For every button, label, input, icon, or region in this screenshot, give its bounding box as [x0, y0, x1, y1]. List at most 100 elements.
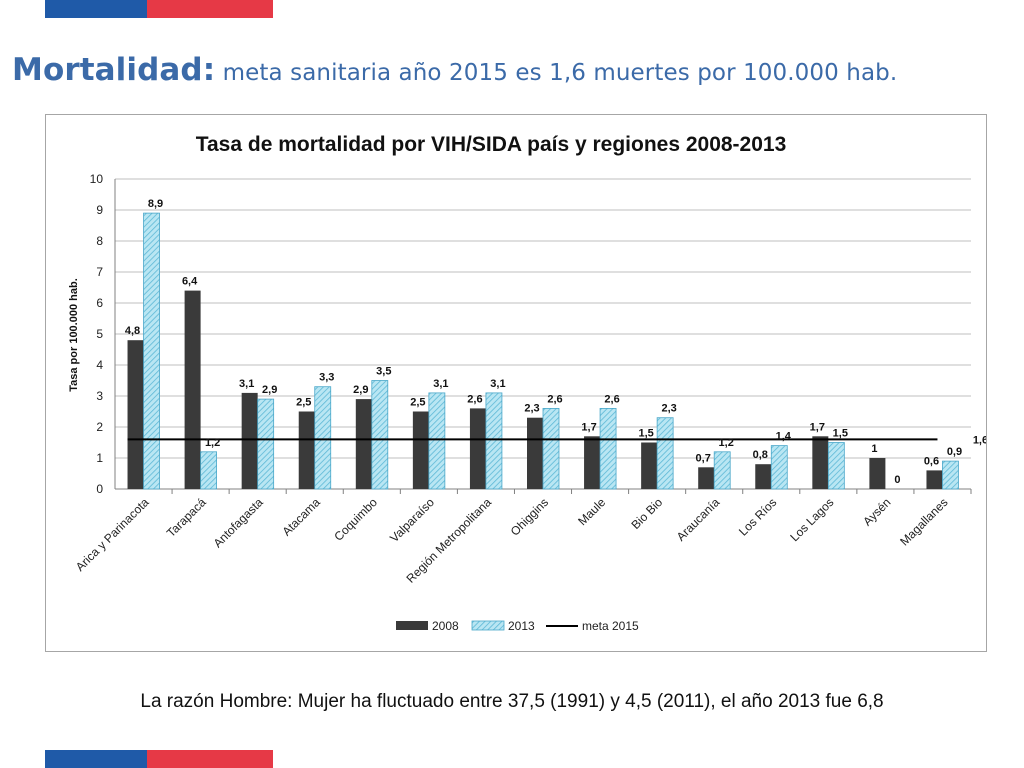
y-axis-title: Tasa por 100.000 hab. — [68, 278, 80, 392]
chart-frame: Tasa de mortalidad por VIH/SIDA país y r… — [45, 114, 987, 652]
category-label: Ohiggins — [508, 495, 551, 538]
category-label: Los Lagos — [787, 495, 836, 544]
bar-2008 — [812, 436, 829, 489]
slide-title: Mortalidad: meta sanitaria año 2015 es 1… — [12, 52, 1017, 88]
bar-2008 — [469, 408, 486, 489]
data-label-2013: 3,1 — [433, 378, 448, 390]
y-tick-label: 9 — [96, 203, 103, 217]
data-label-2013: 2,9 — [262, 384, 277, 396]
legend-label-2013: 2013 — [508, 619, 535, 633]
category-label: Atacama — [279, 495, 323, 539]
data-label-2013: 1,4 — [776, 431, 792, 443]
data-label-2008: 4,8 — [125, 325, 140, 337]
labels-layer: 4,8 8,9 6,4 1,2 3,1 2,9 2,5 3,3 2,9 3,5 2,5 3,1 2,6 3… — [125, 198, 986, 486]
bar-2008 — [184, 290, 201, 489]
bar-2008 — [298, 411, 315, 489]
category-label: Antofagasta — [211, 495, 266, 550]
data-label-2013: 8,9 — [148, 198, 163, 210]
category-label: Maule — [575, 495, 608, 528]
bar-2013 — [827, 442, 845, 490]
bar-2013 — [371, 380, 389, 490]
data-label-2008: 1,7 — [581, 421, 596, 433]
bar-2013 — [656, 417, 674, 490]
category-label: Los Ríos — [736, 495, 779, 538]
data-label-2008: 1,7 — [810, 421, 825, 433]
legend-label-meta: meta 2015 — [582, 619, 639, 633]
data-label-2013: 1,5 — [833, 428, 848, 440]
bar-2013 — [942, 460, 959, 490]
data-label-2008: 2,5 — [296, 397, 311, 409]
category-label: Tarapacá — [164, 495, 209, 540]
bar-2013 — [143, 212, 160, 490]
data-label-2013: 3,1 — [490, 378, 505, 390]
bar-2013 — [770, 445, 788, 490]
bar-2008 — [698, 467, 715, 489]
footnote: La razón Hombre: Mujer ha fluctuado entr… — [140, 691, 884, 712]
category-label: Aysén — [860, 495, 893, 528]
flag-red-segment — [147, 0, 273, 18]
data-label-2008: 2,9 — [353, 384, 368, 396]
data-label-2013: 2,6 — [547, 393, 562, 405]
bar-2013 — [599, 407, 617, 490]
y-tick-label: 5 — [96, 327, 103, 341]
data-label-2013: 2,6 — [604, 393, 619, 405]
bar-2008 — [755, 464, 772, 489]
data-label-2013: 0,9 — [947, 446, 962, 458]
bar-2013 — [257, 398, 275, 490]
data-label-2013: 3,5 — [376, 366, 391, 378]
data-label-2008: 0,7 — [696, 452, 711, 464]
legend-swatch-2013 — [471, 620, 505, 631]
y-tick-label: 6 — [96, 296, 103, 310]
chart-svg: Tasa de mortalidad por VIH/SIDA país y r… — [68, 133, 986, 633]
bars-layer — [127, 212, 959, 490]
bar-2013 — [428, 392, 446, 490]
category-label: Bio Bio — [628, 495, 665, 532]
bar-2008 — [527, 417, 543, 489]
y-tick-label: 8 — [96, 234, 103, 248]
y-tick-label: 1 — [96, 451, 103, 465]
legend-label-2008: 2008 — [432, 619, 459, 633]
data-label-2008: 2,3 — [524, 403, 539, 415]
data-label-2008: 0,8 — [753, 449, 768, 461]
data-label-2013: 3,3 — [319, 372, 334, 384]
flag-blue-segment — [45, 0, 147, 18]
bar-2008 — [412, 411, 429, 489]
bar-2013 — [314, 386, 332, 490]
bar-2008 — [869, 458, 886, 489]
y-tick-label: 4 — [96, 358, 103, 372]
category-label: Valparaíso — [387, 495, 437, 545]
slide-title-bold: Mortalidad: — [12, 52, 216, 88]
data-label-2008: 1,5 — [638, 428, 653, 440]
chart-title: Tasa de mortalidad por VIH/SIDA país y r… — [196, 133, 787, 156]
data-label-2008: 3,1 — [239, 378, 254, 390]
bar-2013 — [713, 451, 731, 490]
bar-2013 — [485, 392, 503, 490]
flag-blue-segment — [45, 750, 147, 768]
data-label-2013: 1,2 — [719, 437, 734, 449]
y-tick-label: 2 — [96, 420, 103, 434]
slide-title-rest: meta sanitaria año 2015 es 1,6 muertes p… — [222, 60, 898, 86]
bar-2013 — [200, 451, 218, 490]
y-tick-label: 3 — [96, 389, 103, 403]
data-label-2008: 1 — [871, 443, 877, 455]
category-label: Araucanía — [674, 495, 723, 544]
data-label-2013: 1,2 — [205, 437, 220, 449]
data-label-2013: 0 — [894, 474, 900, 486]
data-label-2008: 2,5 — [410, 397, 425, 409]
legend-swatch-2008 — [396, 621, 428, 630]
bar-2008 — [584, 436, 601, 489]
data-label-2008: 0,6 — [924, 455, 939, 467]
bar-2008 — [241, 392, 258, 489]
bar-2013 — [542, 407, 560, 490]
flag-stripe-bottom — [45, 750, 273, 768]
data-label-2008: 6,4 — [182, 276, 198, 288]
bar-2008 — [127, 340, 144, 489]
bar-2008 — [641, 442, 658, 489]
flag-red-segment — [147, 750, 273, 768]
data-label-2008: 2,6 — [467, 393, 482, 405]
data-label-2013: 2,3 — [661, 403, 676, 415]
category-label: Coquimbo — [331, 495, 380, 544]
bar-2008 — [355, 399, 372, 489]
y-tick-label: 10 — [90, 172, 104, 186]
